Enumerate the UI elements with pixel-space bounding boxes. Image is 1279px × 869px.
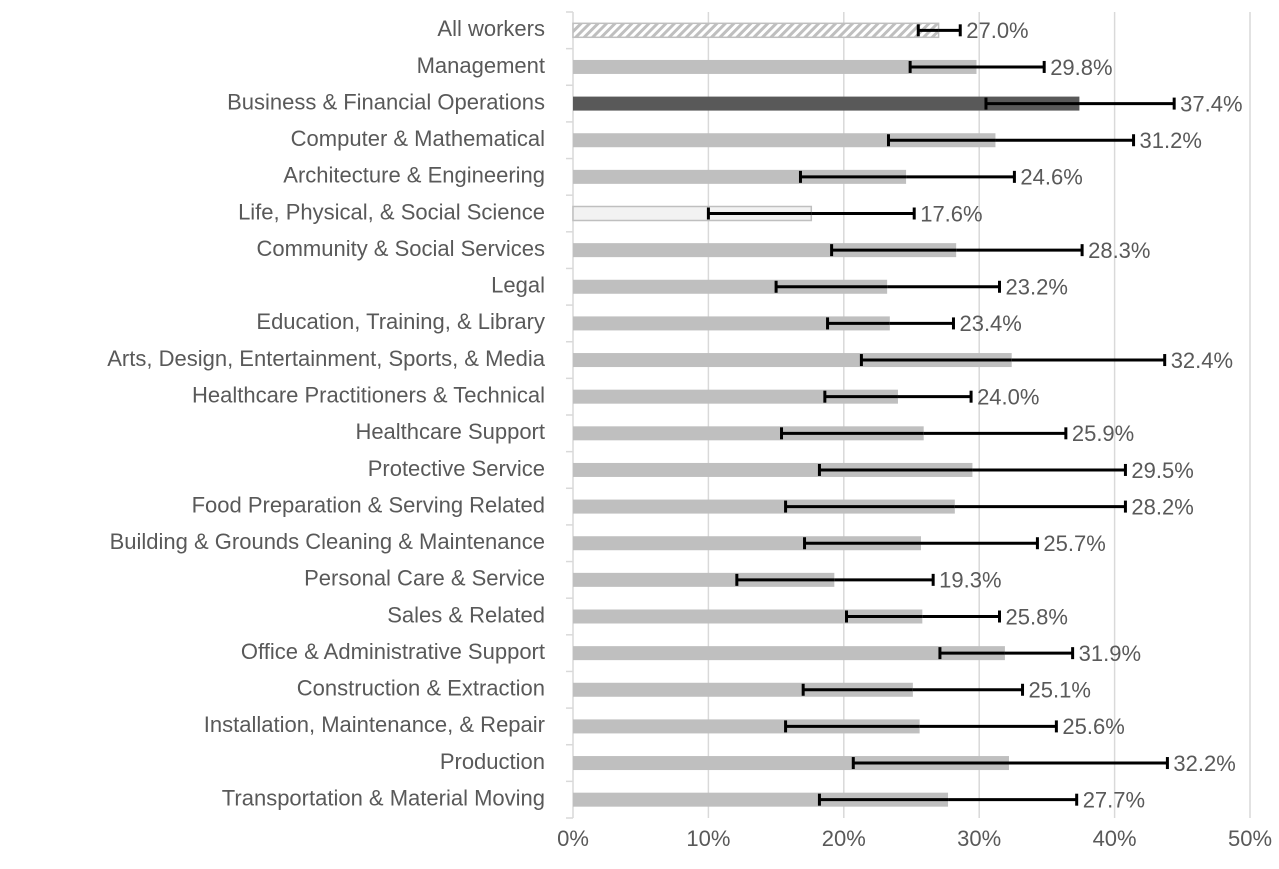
- bar: [573, 59, 977, 74]
- value-label: 28.2%: [1131, 494, 1193, 519]
- bar: [573, 609, 923, 624]
- value-label: 19.3%: [939, 568, 1001, 593]
- bar: [573, 792, 949, 807]
- value-label: 29.8%: [1050, 55, 1112, 80]
- value-label: 24.0%: [977, 384, 1039, 409]
- bar: [573, 536, 921, 551]
- value-label: 25.8%: [1006, 604, 1068, 629]
- bar: [573, 389, 898, 404]
- y-tick-label: Personal Care & Service: [304, 566, 545, 591]
- bar: [573, 682, 913, 697]
- x-tick-label: 30%: [957, 826, 1001, 851]
- value-label: 28.3%: [1088, 238, 1150, 263]
- y-tick-label: Transportation & Material Moving: [222, 785, 545, 810]
- y-tick-label: Healthcare Support: [355, 419, 545, 444]
- value-label: 31.9%: [1079, 641, 1141, 666]
- value-label: 25.7%: [1043, 531, 1105, 556]
- bar: [573, 426, 924, 441]
- bar: [573, 646, 1005, 661]
- y-tick-label: Installation, Maintenance, & Repair: [204, 712, 545, 737]
- y-tick-label: Production: [440, 749, 545, 774]
- x-tick-label: 20%: [822, 826, 866, 851]
- y-tick-label: Construction & Extraction: [297, 676, 545, 701]
- bar: [573, 353, 1012, 368]
- x-tick-label: 0%: [557, 826, 589, 851]
- y-tick-label: Healthcare Practitioners & Technical: [192, 382, 545, 407]
- bar: [573, 243, 957, 258]
- bar: [573, 279, 888, 294]
- y-tick-label: Protective Service: [368, 456, 545, 481]
- value-label: 27.7%: [1083, 787, 1145, 812]
- value-label: 25.6%: [1062, 714, 1124, 739]
- value-label: 32.4%: [1171, 348, 1233, 373]
- bar: [573, 499, 955, 514]
- value-label: 32.2%: [1173, 751, 1235, 776]
- bar: [573, 756, 1009, 771]
- y-tick-label: Arts, Design, Entertainment, Sports, & M…: [107, 346, 546, 371]
- y-tick-label: Food Preparation & Serving Related: [192, 492, 545, 517]
- value-label: 25.9%: [1072, 421, 1134, 446]
- bar: [572, 22, 940, 39]
- bar: [573, 316, 890, 331]
- value-label: 17.6%: [920, 201, 982, 226]
- x-tick-label: 10%: [686, 826, 730, 851]
- y-tick-label: Sales & Related: [387, 602, 545, 627]
- y-tick-label: Management: [417, 53, 545, 78]
- y-tick-label: Education, Training, & Library: [256, 309, 545, 334]
- y-tick-label: Architecture & Engineering: [283, 163, 545, 188]
- value-label: 23.2%: [1006, 275, 1068, 300]
- bar: [573, 96, 1080, 111]
- value-label: 37.4%: [1180, 91, 1242, 116]
- y-tick-label: Business & Financial Operations: [227, 89, 545, 114]
- value-label: 31.2%: [1140, 128, 1202, 153]
- bar: [573, 572, 835, 587]
- x-tick-label: 50%: [1228, 826, 1272, 851]
- value-label: 29.5%: [1131, 458, 1193, 483]
- value-label: 25.1%: [1029, 678, 1091, 703]
- y-tick-label: Community & Social Services: [256, 236, 545, 261]
- y-tick-label: Office & Administrative Support: [241, 639, 545, 664]
- y-tick-label: Life, Physical, & Social Science: [238, 199, 545, 224]
- bar: [573, 169, 907, 184]
- value-label: 27.0%: [966, 18, 1028, 43]
- y-tick-label: Legal: [491, 273, 545, 298]
- value-label: 23.4%: [959, 311, 1021, 336]
- y-tick-label: Computer & Mathematical: [291, 126, 545, 151]
- x-tick-label: 40%: [1093, 826, 1137, 851]
- bar: [573, 462, 973, 477]
- bar: [573, 719, 920, 734]
- value-label: 24.6%: [1020, 165, 1082, 190]
- y-tick-label: Building & Grounds Cleaning & Maintenanc…: [110, 529, 545, 554]
- y-tick-label: All workers: [437, 16, 545, 41]
